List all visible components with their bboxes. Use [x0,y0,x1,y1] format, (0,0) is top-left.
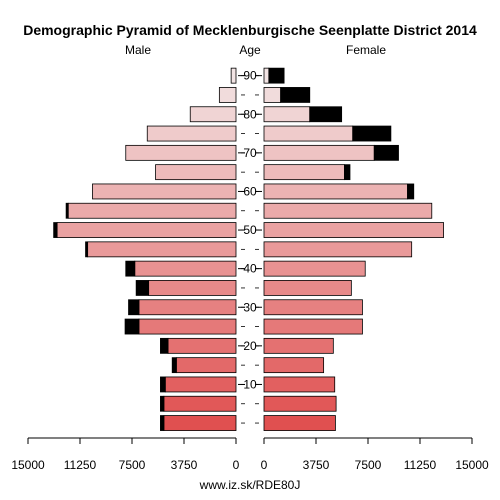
age-tick-label-80: 80 [243,107,257,121]
age-label: Age [239,43,261,57]
female-bar-65-69 [263,164,345,181]
female-excess-bar-85-89 [280,87,311,103]
male-x-tick-label-7500: 7500 [119,458,146,472]
male-bar-15-19 [175,357,237,374]
female-bar-5-9 [263,395,337,412]
male-excess-bar-5-9 [160,395,165,412]
female-bar-45-49 [263,241,413,258]
male-bar-50-54 [56,222,237,238]
female-bar-55-59 [263,202,433,219]
female-label: Female [346,43,386,57]
male-excess-bar-50-54 [53,222,58,238]
male-excess-bar-25-29 [124,318,140,335]
male-bar-85-89 [218,87,237,103]
female-bar-50-54 [263,222,444,238]
female-bar-60-64 [263,183,408,200]
female-excess-bar-65-69 [344,164,351,181]
chart-title: Demographic Pyramid of Mecklenburgische … [23,22,477,38]
male-bar-45-49 [87,241,237,258]
bars-group [53,67,444,431]
female-bar-75-79 [263,125,354,142]
male-bar-35-39 [148,280,237,296]
female-excess-bar-80-84 [309,106,343,123]
male-x-tick-label-15000: 15000 [11,458,45,472]
female-bar-15-19 [263,357,325,374]
male-excess-bar-55-59 [65,202,69,219]
male-bar-65-69 [155,164,237,181]
male-excess-bar-45-49 [85,241,89,258]
male-bar-80-84 [189,106,237,123]
male-excess-bar-0-4 [160,415,165,431]
male-excess-bar-20-24 [160,337,169,354]
female-bar-70-74 [263,144,375,161]
male-label: Male [125,43,151,57]
age-tick-label-60: 60 [243,184,257,198]
male-bar-5-9 [163,395,237,412]
male-excess-bar-35-39 [135,280,150,296]
female-excess-bar-70-74 [373,144,399,161]
female-bar-80-84 [263,106,311,123]
male-bar-70-74 [125,144,237,161]
male-bar-25-29 [138,318,237,335]
female-bar-0-4 [263,415,336,431]
female-bar-40-44 [263,260,366,277]
female-x-tick-label-15000: 15000 [455,458,489,472]
female-x-tick-label-0: 0 [261,458,268,472]
male-bar-90+ [230,67,237,84]
female-excess-bar-90+ [268,67,285,84]
male-excess-bar-10-14 [160,376,166,393]
female-x-tick-label-3750: 3750 [303,458,330,472]
age-tick-label-50: 50 [243,223,257,237]
male-x-tick-label-0: 0 [233,458,240,472]
female-bar-85-89 [263,87,282,103]
male-excess-bar-40-44 [125,260,136,277]
axes-group: 10 20 30 40 50 60 70 80 90 0 0 3750 3750 7500 7500 1125… [11,69,489,472]
male-excess-bar-15-19 [171,357,177,374]
male-bar-75-79 [146,125,237,142]
female-bar-20-24 [263,337,334,354]
age-tick-label-10: 10 [243,377,257,391]
age-tick-label-70: 70 [243,146,257,160]
male-bar-20-24 [167,337,237,354]
male-bar-0-4 [163,415,237,431]
male-bar-55-59 [67,202,237,219]
female-bar-30-34 [263,299,363,316]
footer-url: www.iz.sk/RDE80J [199,478,301,492]
male-bar-30-34 [138,299,237,316]
age-tick-label-20: 20 [243,339,257,353]
male-bar-60-64 [92,183,237,200]
female-x-tick-label-11250: 11250 [404,458,437,472]
female-bar-25-29 [263,318,363,335]
female-bar-90+ [263,67,270,84]
female-excess-bar-75-79 [352,125,392,142]
male-x-tick-label-11250: 11250 [64,458,97,472]
age-tick-label-40: 40 [243,262,257,276]
age-tick-label-30: 30 [243,300,257,314]
female-excess-bar-60-64 [407,183,415,200]
age-tick-label-90: 90 [243,69,257,83]
male-x-tick-label-3750: 3750 [171,458,198,472]
female-bar-10-14 [263,376,336,393]
male-excess-bar-30-34 [128,299,140,316]
female-x-tick-label-7500: 7500 [355,458,382,472]
male-bar-10-14 [164,376,237,393]
male-bar-40-44 [134,260,237,277]
female-bar-35-39 [263,280,352,296]
